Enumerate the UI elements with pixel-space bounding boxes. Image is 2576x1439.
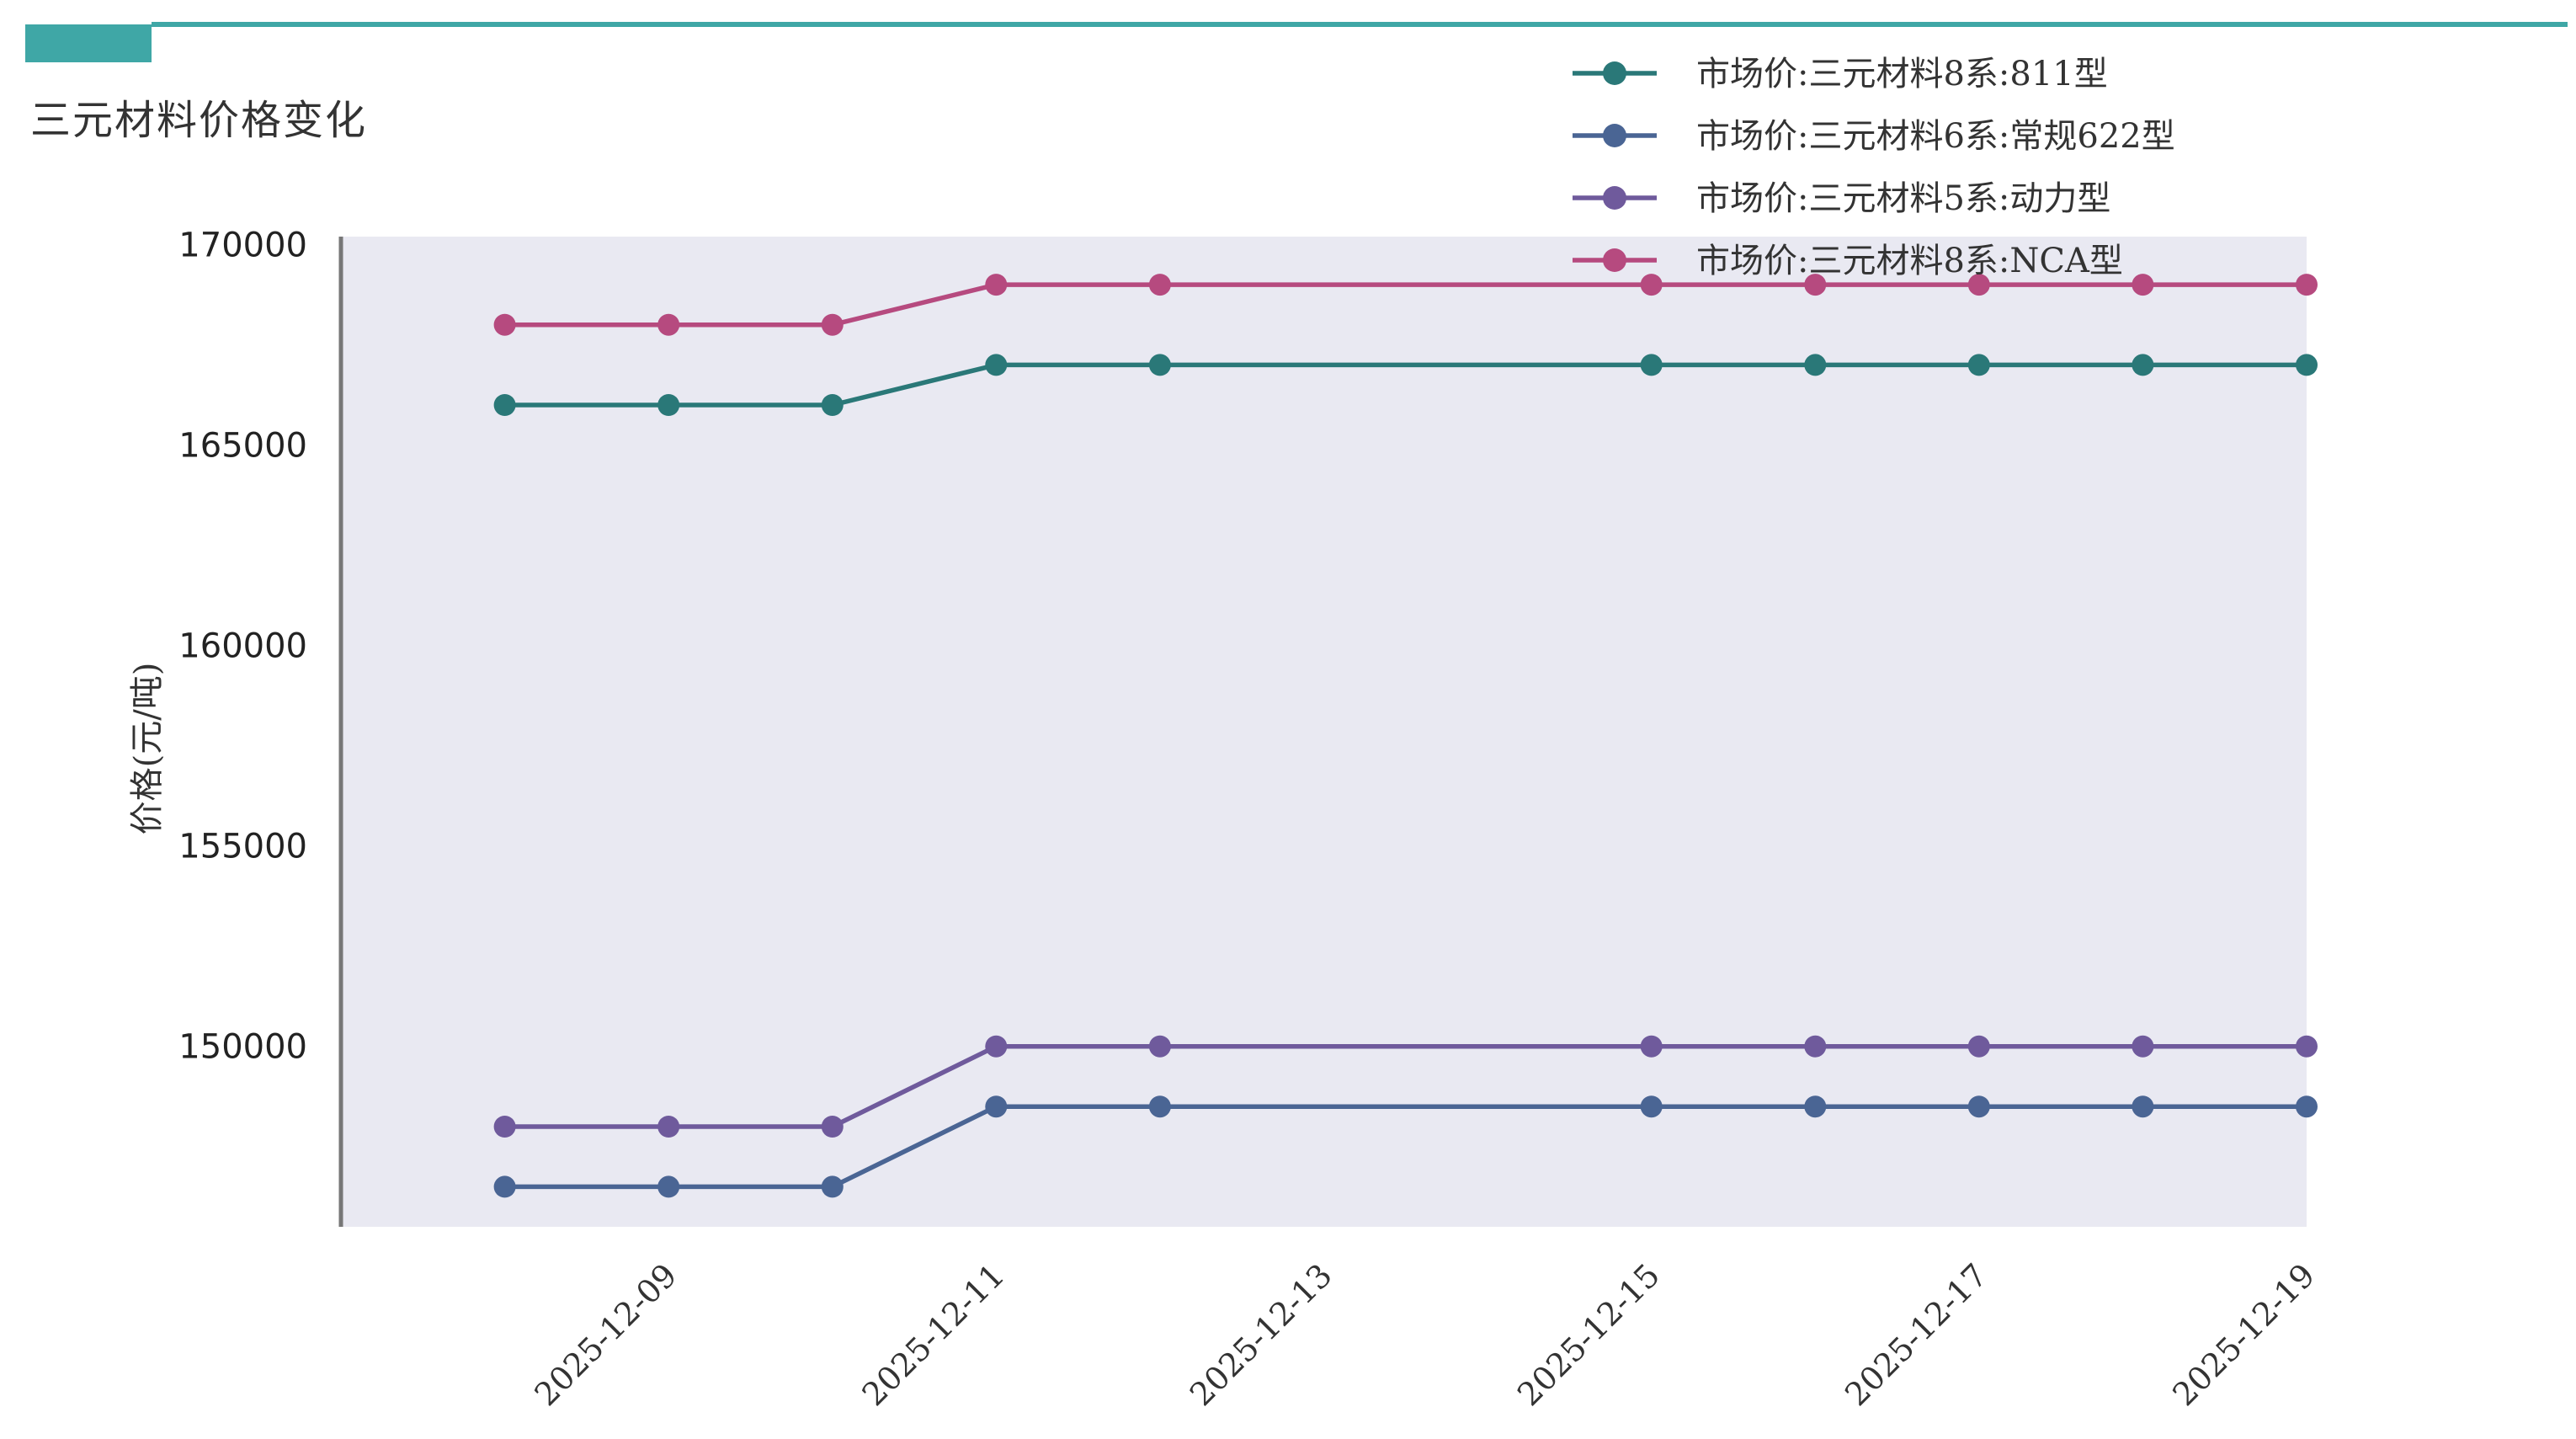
data-point	[2296, 1035, 2318, 1058]
data-point	[2132, 274, 2154, 296]
data-point	[821, 313, 844, 336]
data-point	[821, 1116, 844, 1138]
y-tick-label: 150000	[178, 1028, 307, 1067]
data-point	[657, 394, 680, 416]
data-point	[1804, 1095, 1827, 1118]
plot-area	[341, 237, 2307, 1227]
x-tick-labels: 2025-12-09 2025-12-11 2025-12-13 2025-12-15…	[527, 1256, 2322, 1413]
data-point	[1967, 354, 1990, 376]
legend-swatch-marker	[1603, 61, 1626, 85]
data-point	[821, 394, 844, 416]
data-point	[985, 354, 1008, 376]
data-point	[1640, 354, 1663, 376]
data-point	[1640, 1095, 1663, 1118]
data-point	[657, 1175, 680, 1198]
data-point	[493, 313, 516, 336]
x-tick-label: 2025-12-19	[2165, 1256, 2322, 1413]
data-point	[657, 1116, 680, 1138]
data-point	[985, 1095, 1008, 1118]
x-tick-label: 2025-12-15	[1510, 1256, 1667, 1413]
data-point	[821, 1175, 844, 1198]
data-point	[1148, 1035, 1171, 1058]
legend-label: 市场价:三元材料8系:811型	[1696, 55, 2108, 93]
series-1	[493, 354, 2318, 416]
legend-item: 市场价:三元材料8系:NCA型	[1573, 242, 2123, 280]
legend-swatch-marker	[1603, 124, 1626, 147]
data-point	[1804, 274, 1827, 296]
data-point	[493, 1116, 516, 1138]
series-line	[504, 1104, 2307, 1190]
data-point	[657, 313, 680, 336]
header-rule	[152, 22, 2568, 27]
data-point	[2296, 274, 2318, 296]
x-tick-label: 2025-12-13	[1183, 1256, 1339, 1413]
y-tick-label: 160000	[178, 627, 307, 666]
legend-swatch-marker	[1603, 248, 1626, 272]
data-point	[2132, 1095, 2154, 1118]
data-point	[1804, 1035, 1827, 1058]
data-point	[1640, 274, 1663, 296]
data-point	[2132, 1035, 2154, 1058]
series-3	[493, 1035, 2318, 1138]
series-layer	[493, 274, 2318, 1198]
series-line	[504, 282, 2307, 328]
data-point	[493, 394, 516, 416]
legend-item: 市场价:三元材料8系:811型	[1573, 55, 2108, 93]
title-accent-block	[25, 24, 152, 62]
data-point	[985, 1035, 1008, 1058]
data-point	[1967, 1035, 1990, 1058]
y-tick-label: 155000	[178, 828, 307, 866]
series-4	[493, 274, 2318, 336]
legend-label: 市场价:三元材料5系:动力型	[1696, 179, 2110, 218]
page-title: 三元材料价格变化	[30, 97, 368, 144]
data-point	[1640, 1035, 1663, 1058]
x-tick-label: 2025-12-11	[855, 1256, 1012, 1413]
legend-item: 市场价:三元材料5系:动力型	[1573, 179, 2110, 218]
y-tick-label: 165000	[178, 427, 307, 466]
series-line	[504, 362, 2307, 408]
legend-label: 市场价:三元材料8系:NCA型	[1696, 242, 2123, 280]
data-point	[1148, 274, 1171, 296]
data-point	[1967, 1095, 1990, 1118]
data-point	[1967, 274, 1990, 296]
data-point	[985, 274, 1008, 296]
y-tick-labels: 150000 155000 160000 165000 170000	[178, 227, 307, 1067]
legend-swatch-marker	[1603, 186, 1626, 210]
x-tick-label: 2025-12-09	[527, 1256, 684, 1413]
data-point	[493, 1175, 516, 1198]
y-tick-label: 170000	[178, 227, 307, 265]
legend-item: 市场价:三元材料6系:常规622型	[1573, 117, 2175, 156]
legend-label: 市场价:三元材料6系:常规622型	[1696, 117, 2175, 156]
series-line	[504, 1043, 2307, 1129]
data-point	[2132, 354, 2154, 376]
data-point	[2296, 1095, 2318, 1118]
data-point	[1148, 1095, 1171, 1118]
data-point	[2296, 354, 2318, 376]
data-point	[1148, 354, 1171, 376]
y-axis-label: 价格(元/吨)	[128, 663, 167, 835]
legend: 市场价:三元材料8系:811型市场价:三元材料6系:常规622型市场价:三元材料…	[1573, 55, 2175, 280]
series-2	[493, 1095, 2318, 1198]
data-point	[1804, 354, 1827, 376]
x-tick-label: 2025-12-17	[1838, 1256, 1994, 1413]
